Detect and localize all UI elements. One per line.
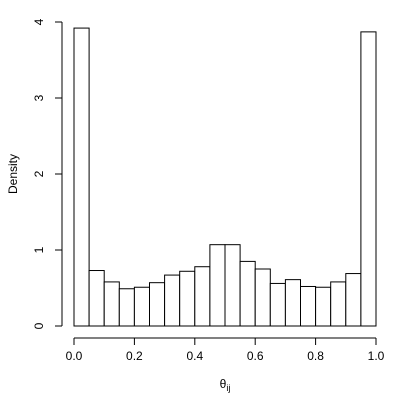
y-tick-label: 0 xyxy=(32,322,46,329)
histogram-bar xyxy=(345,273,362,327)
x-tick-label: 0.0 xyxy=(66,349,83,363)
x-axis-label-main: θ xyxy=(220,377,227,391)
histogram-bar xyxy=(133,286,150,327)
x-tick-label: 1.0 xyxy=(368,349,385,363)
histogram-bar xyxy=(300,285,317,327)
histogram-bar xyxy=(239,260,256,327)
histogram-bar xyxy=(330,281,347,327)
y-tick-label: 4 xyxy=(32,18,46,25)
x-tick-label: 0.2 xyxy=(126,349,143,363)
histogram-bar xyxy=(360,31,377,327)
histogram-bar xyxy=(269,282,286,327)
histogram-bar xyxy=(103,281,120,327)
histogram-bar xyxy=(209,244,226,327)
histogram-bar xyxy=(224,244,241,327)
histogram-bar xyxy=(73,27,90,327)
x-tick-label: 0.8 xyxy=(307,349,324,363)
histogram-bar xyxy=(149,282,166,327)
histogram-bar xyxy=(284,279,301,327)
x-tick-label: 0.6 xyxy=(247,349,264,363)
y-tick-label: 2 xyxy=(32,170,46,177)
x-tick-label: 0.4 xyxy=(186,349,203,363)
histogram-bar xyxy=(179,270,196,327)
y-tick-label: 3 xyxy=(32,94,46,101)
x-axis-label-subscript: ij xyxy=(226,383,230,393)
histogram-bar xyxy=(118,288,135,327)
histogram-bar xyxy=(315,286,332,327)
histogram-bar xyxy=(254,268,271,327)
y-axis-label: Density xyxy=(6,154,20,194)
x-axis-label: θij xyxy=(220,377,231,393)
histogram-bar xyxy=(194,266,211,327)
y-tick-label: 1 xyxy=(32,246,46,253)
histogram-bar xyxy=(88,270,105,327)
histogram-bar xyxy=(164,274,181,327)
